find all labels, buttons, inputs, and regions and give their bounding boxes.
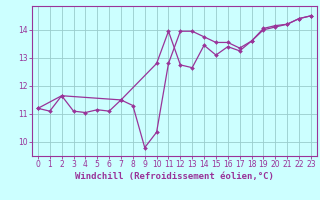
X-axis label: Windchill (Refroidissement éolien,°C): Windchill (Refroidissement éolien,°C) <box>75 172 274 181</box>
